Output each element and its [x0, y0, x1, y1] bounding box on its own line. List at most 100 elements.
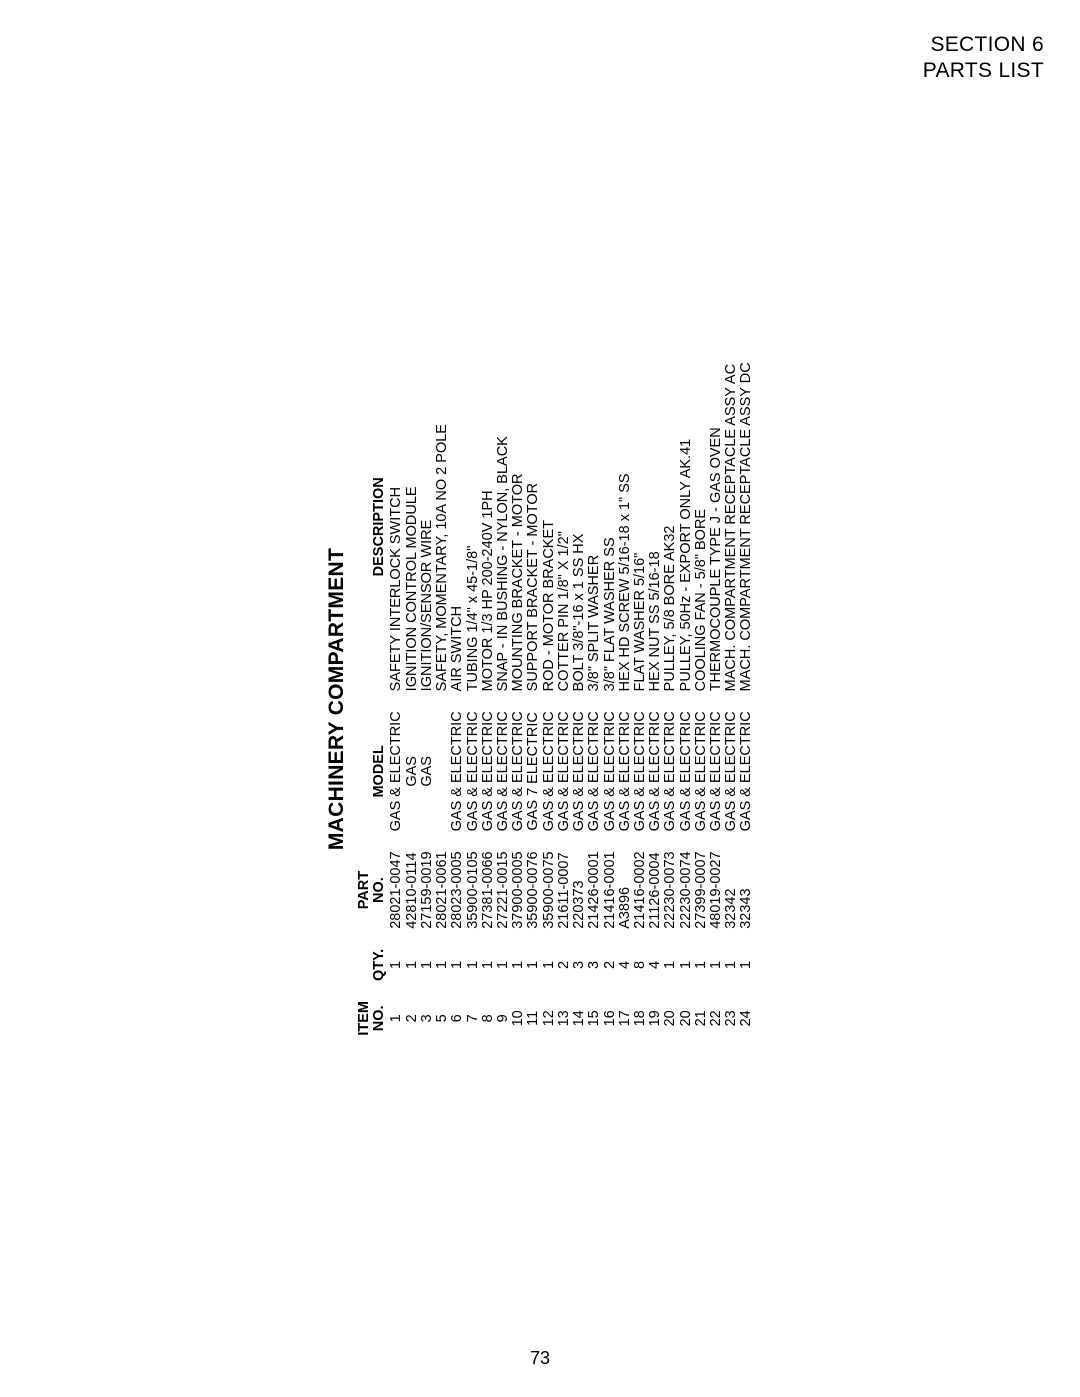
qty-cell: 1	[466, 938, 481, 990]
table-title: MACHINERY COMPARTMENT	[325, 352, 349, 1045]
description-cell: 3/8" FLAT WASHER SS	[603, 352, 618, 701]
table-row: 16221416-0001GAS & ELECTRIC3/8" FLAT WAS…	[603, 352, 618, 1045]
item-no-cell: 6	[450, 991, 465, 1046]
description-cell: SNAP - IN BUSHING - NYLON, BLACK	[496, 352, 511, 701]
qty-cell: 3	[572, 938, 587, 990]
model-cell: GAS & ELECTRIC	[450, 701, 465, 841]
qty-cell: 1	[481, 938, 496, 990]
description-cell: MOUNTING BRACKET - MOTOR	[511, 352, 526, 701]
item-no-cell: 20	[679, 991, 694, 1046]
qty-cell: 8	[633, 938, 648, 990]
item-no-cell: 15	[587, 991, 602, 1046]
table-row: 6128023-0005GAS & ELECTRICAIR SWITCH	[450, 352, 465, 1045]
model-cell: GAS & ELECTRIC	[572, 701, 587, 841]
table-row: 15321426-0001GAS & ELECTRIC3/8" SPLIT WA…	[587, 352, 602, 1045]
model-cell: GAS & ELECTRIC	[679, 701, 694, 841]
model-cell: GAS & ELECTRIC	[648, 701, 663, 841]
description-cell: 3/8" SPLIT WASHER	[587, 352, 602, 701]
qty-cell: 4	[648, 938, 663, 990]
item-no-cell: 2	[405, 991, 420, 1046]
qty-cell: 1	[664, 938, 679, 990]
model-cell: GAS & ELECTRIC	[496, 701, 511, 841]
part-no-cell: 35900-0075	[542, 841, 557, 938]
col-header-item-no-l1: ITEM	[357, 1001, 372, 1036]
model-cell: GAS & ELECTRIC	[664, 701, 679, 841]
table-row: 18821416-0002GAS & ELECTRICFLAT WASHER 5…	[633, 352, 648, 1045]
description-cell: COTTER PIN 1/8" X 1/2"	[557, 352, 572, 701]
table-row: 20122230-0074GAS & ELECTRICPULLEY, 50Hz …	[679, 352, 694, 1045]
model-cell: GAS 7 ELECTRIC	[527, 701, 542, 841]
description-cell: IGNITION/SENSOR WIRE	[420, 352, 435, 701]
table-row: 1128021-0047GAS & ELECTRICSAFETY INTERLO…	[390, 352, 405, 1045]
col-header-part-no-l2: NO.	[372, 851, 387, 928]
qty-cell: 1	[679, 938, 694, 990]
item-no-cell: 21	[694, 991, 709, 1046]
model-cell: GAS	[405, 701, 420, 841]
item-no-cell: 14	[572, 991, 587, 1046]
item-no-cell: 23	[724, 991, 739, 1046]
table-row: 13221611-0007GAS & ELECTRICCOTTER PIN 1/…	[557, 352, 572, 1045]
qty-cell: 1	[496, 938, 511, 990]
col-header-part-no-l1: PART	[357, 851, 372, 928]
qty-cell: 1	[527, 938, 542, 990]
part-no-cell: 42810-0114	[405, 841, 420, 938]
description-cell: SUPPORT BRACKET - MOTOR	[527, 352, 542, 701]
description-cell: PULLEY, 50Hz - EXPORT ONLY AK.41	[679, 352, 694, 701]
part-no-cell: A3896	[618, 841, 633, 938]
table-row: 23132342GAS & ELECTRICMACH. COMPARTMENT …	[724, 352, 739, 1045]
section-line-2: PARTS LIST	[923, 58, 1044, 84]
parts-table-body: 1128021-0047GAS & ELECTRICSAFETY INTERLO…	[390, 352, 755, 1045]
part-no-cell: 27399-0007	[694, 841, 709, 938]
table-row: 5128021-0061SAFETY, MOMENTARY, 10A NO 2 …	[435, 352, 450, 1045]
qty-cell: 1	[724, 938, 739, 990]
table-row: 7135900-0105GAS & ELECTRICTUBING 1/4" x …	[466, 352, 481, 1045]
item-no-cell: 19	[648, 991, 663, 1046]
description-cell: BOLT 3/8"-16 x 1 SS HX	[572, 352, 587, 701]
table-row: 24132343GAS & ELECTRICMACH. COMPARTMENT …	[740, 352, 755, 1045]
item-no-cell: 9	[496, 991, 511, 1046]
page-number: 73	[530, 1348, 550, 1369]
description-cell: PULLEY, 5/8 BORE AK32	[664, 352, 679, 701]
model-cell: GAS	[420, 701, 435, 841]
model-cell: GAS & ELECTRIC	[709, 701, 724, 841]
table-row: 143220373GAS & ELECTRICBOLT 3/8"-16 x 1 …	[572, 352, 587, 1045]
model-cell: GAS & ELECTRIC	[724, 701, 739, 841]
parts-table: ITEM NO. QTY. PART NO. MODEL DESCRIPTION…	[357, 352, 755, 1045]
table-row: 22148019-0027GAS & ELECTRICTHERMOCOUPLE …	[709, 352, 724, 1045]
part-no-cell: 32342	[724, 841, 739, 938]
model-cell	[435, 701, 450, 841]
item-no-cell: 24	[740, 991, 755, 1046]
part-no-cell: 21611-0007	[557, 841, 572, 938]
description-cell: MACH. COMPARTMENT RECEPTACLE ASSY AC	[724, 352, 739, 701]
part-no-cell: 21416-0002	[633, 841, 648, 938]
part-no-cell: 28023-0005	[450, 841, 465, 938]
qty-cell: 1	[450, 938, 465, 990]
description-cell: HEX HD SCREW 5/16-18 x 1" SS	[618, 352, 633, 701]
table-row: 11135900-0076GAS 7 ELECTRICSUPPORT BRACK…	[527, 352, 542, 1045]
part-no-cell: 48019-0027	[709, 841, 724, 938]
item-no-cell: 3	[420, 991, 435, 1046]
col-header-item-no: ITEM NO.	[357, 991, 389, 1046]
description-cell: FLAT WASHER 5/16"	[633, 352, 648, 701]
description-cell: HEX NUT SS 5/16-18	[648, 352, 663, 701]
col-header-item-no-l2: NO.	[372, 1001, 387, 1036]
table-row: 12135900-0075GAS & ELECTRICROD - MOTOR B…	[542, 352, 557, 1045]
item-no-cell: 10	[511, 991, 526, 1046]
item-no-cell: 7	[466, 991, 481, 1046]
model-cell: GAS & ELECTRIC	[557, 701, 572, 841]
table-row: 3127159-0019GASIGNITION/SENSOR WIRE	[420, 352, 435, 1045]
item-no-cell: 11	[527, 991, 542, 1046]
table-row: 9127221-0015GAS & ELECTRICSNAP - IN BUSH…	[496, 352, 511, 1045]
part-no-cell: 22230-0074	[679, 841, 694, 938]
table-row: 174A3896GAS & ELECTRICHEX HD SCREW 5/16-…	[618, 352, 633, 1045]
item-no-cell: 22	[709, 991, 724, 1046]
description-cell: COOLING FAN - 5/8" BORE	[694, 352, 709, 701]
model-cell: GAS & ELECTRIC	[511, 701, 526, 841]
part-no-cell: 21126-0004	[648, 841, 663, 938]
model-cell: GAS & ELECTRIC	[618, 701, 633, 841]
description-cell: SAFETY INTERLOCK SWITCH	[390, 352, 405, 701]
description-cell: MACH. COMPARTMENT RECEPTACLE ASSY DC	[740, 352, 755, 701]
description-cell: THERMOCOUPLE TYPE J - GAS OVEN	[709, 352, 724, 701]
description-cell: AIR SWITCH	[450, 352, 465, 701]
part-no-cell: 28021-0047	[390, 841, 405, 938]
